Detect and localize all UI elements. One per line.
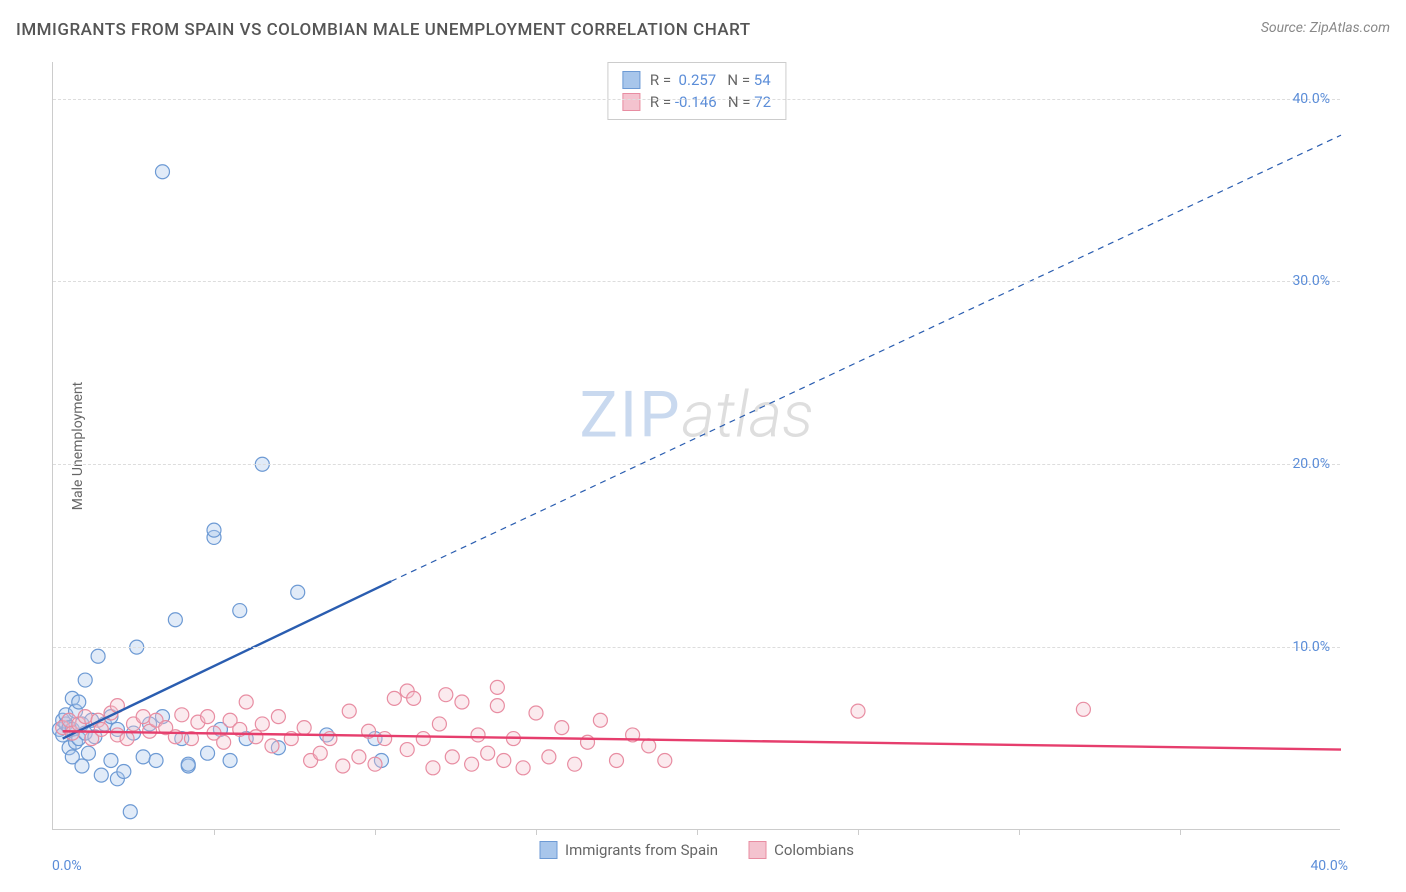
scatter-point-colombia	[851, 704, 865, 718]
scatter-point-colombia	[271, 710, 285, 724]
scatter-point-colombia	[368, 757, 382, 771]
scatter-point-colombia	[471, 728, 485, 742]
series-legend: Immigrants from Spain Colombians	[539, 841, 854, 859]
scatter-point-colombia	[1076, 702, 1090, 716]
x-tick-mark	[1019, 829, 1020, 835]
scatter-point-colombia	[490, 680, 504, 694]
scatter-point-colombia	[249, 730, 263, 744]
y-tick-label: 30.0%	[1292, 273, 1330, 289]
scatter-point-colombia	[490, 699, 504, 713]
x-tick-mark	[214, 829, 215, 835]
scatter-point-spain	[136, 750, 150, 764]
gridline	[53, 464, 1340, 465]
gridline	[53, 647, 1340, 648]
scatter-point-colombia	[136, 710, 150, 724]
scatter-point-colombia	[201, 710, 215, 724]
source-attribution: Source: ZipAtlas.com	[1261, 20, 1390, 36]
scatter-point-colombia	[455, 695, 469, 709]
x-tick-mark	[375, 829, 376, 835]
scatter-point-colombia	[481, 746, 495, 760]
scatter-point-colombia	[497, 754, 511, 768]
gridline	[53, 281, 1340, 282]
scatter-point-spain	[201, 746, 215, 760]
legend-label-colombia: Colombians	[774, 841, 854, 859]
gridline	[53, 99, 1340, 100]
scatter-point-colombia	[658, 754, 672, 768]
scatter-point-colombia	[175, 708, 189, 722]
scatter-point-colombia	[400, 743, 414, 757]
scatter-point-colombia	[120, 732, 134, 746]
scatter-point-spain	[81, 746, 95, 760]
x-tick-mark	[1180, 829, 1181, 835]
scatter-point-colombia	[255, 717, 269, 731]
x-tick-max: 40.0%	[1310, 858, 1348, 874]
legend-item-colombia: Colombians	[748, 841, 854, 859]
scatter-point-colombia	[342, 704, 356, 718]
scatter-point-spain	[223, 754, 237, 768]
scatter-point-spain	[123, 805, 137, 819]
scatter-point-colombia	[610, 754, 624, 768]
scatter-point-colombia	[323, 732, 337, 746]
scatter-point-spain	[94, 768, 108, 782]
scatter-point-colombia	[239, 695, 253, 709]
scatter-point-colombia	[581, 735, 595, 749]
scatter-point-colombia	[642, 739, 656, 753]
scatter-point-colombia	[352, 750, 366, 764]
scatter-point-spain	[207, 523, 221, 537]
trendline-extrapolated-spain	[391, 135, 1341, 581]
chart-svg	[53, 62, 1340, 829]
scatter-point-colombia	[78, 710, 92, 724]
legend-label-spain: Immigrants from Spain	[565, 841, 718, 859]
scatter-point-colombia	[426, 761, 440, 775]
legend-item-spain: Immigrants from Spain	[539, 841, 718, 859]
scatter-point-colombia	[265, 739, 279, 753]
scatter-point-colombia	[94, 722, 108, 736]
swatch-spain-bottom	[539, 841, 557, 859]
scatter-point-colombia	[529, 706, 543, 720]
x-tick-mark	[697, 829, 698, 835]
scatter-point-colombia	[416, 732, 430, 746]
scatter-point-colombia	[217, 735, 231, 749]
y-tick-label: 10.0%	[1292, 639, 1330, 655]
swatch-colombia-bottom	[748, 841, 766, 859]
x-tick-mark	[536, 829, 537, 835]
scatter-point-spain	[72, 695, 86, 709]
scatter-point-spain	[75, 759, 89, 773]
scatter-point-colombia	[516, 761, 530, 775]
scatter-point-colombia	[465, 757, 479, 771]
scatter-point-colombia	[297, 721, 311, 735]
scatter-point-colombia	[568, 757, 582, 771]
x-tick-mark	[858, 829, 859, 835]
scatter-point-spain	[168, 613, 182, 627]
scatter-point-spain	[117, 764, 131, 778]
scatter-point-spain	[233, 604, 247, 618]
scatter-point-spain	[149, 754, 163, 768]
scatter-point-spain	[104, 754, 118, 768]
scatter-point-spain	[78, 673, 92, 687]
chart-title: IMMIGRANTS FROM SPAIN VS COLOMBIAN MALE …	[16, 20, 751, 40]
scatter-point-colombia	[387, 691, 401, 705]
y-tick-label: 20.0%	[1292, 456, 1330, 472]
scatter-point-colombia	[432, 717, 446, 731]
scatter-point-colombia	[378, 732, 392, 746]
scatter-point-spain	[291, 585, 305, 599]
plot-area: ZIPatlas R = 0.257 N = 54 R = -0.146 N =…	[52, 62, 1340, 830]
scatter-point-colombia	[542, 750, 556, 764]
scatter-point-spain	[91, 649, 105, 663]
scatter-point-colombia	[555, 721, 569, 735]
scatter-point-colombia	[593, 713, 607, 727]
scatter-point-colombia	[407, 691, 421, 705]
scatter-point-colombia	[336, 759, 350, 773]
scatter-point-spain	[155, 165, 169, 179]
y-tick-label: 40.0%	[1292, 91, 1330, 107]
scatter-point-colombia	[313, 746, 327, 760]
scatter-point-colombia	[439, 688, 453, 702]
scatter-point-colombia	[445, 750, 459, 764]
scatter-point-spain	[181, 757, 195, 771]
x-tick-origin: 0.0%	[52, 858, 82, 874]
